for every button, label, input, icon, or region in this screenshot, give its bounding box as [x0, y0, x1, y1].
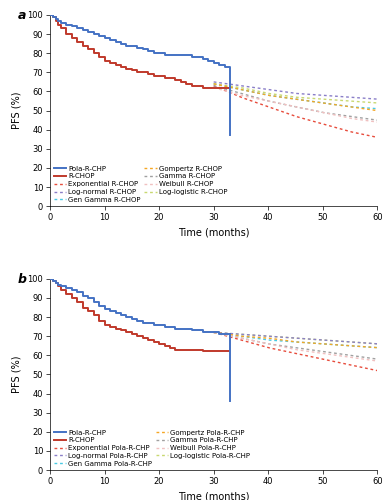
X-axis label: Time (months): Time (months): [178, 228, 249, 237]
Y-axis label: PFS (%): PFS (%): [12, 92, 22, 130]
Text: b: b: [17, 273, 26, 286]
Y-axis label: PFS (%): PFS (%): [12, 356, 22, 393]
Legend: Pola-R-CHP, R-CHOP, Exponential Pola-R-CHP, Log-normal Pola-R-CHP, Gen Gamma Pol: Pola-R-CHP, R-CHOP, Exponential Pola-R-C…: [54, 430, 250, 467]
X-axis label: Time (months): Time (months): [178, 492, 249, 500]
Legend: Pola-R-CHP, R-CHOP, Exponential R-CHOP, Log-normal R-CHOP, Gen Gamma R-CHOP, Gom: Pola-R-CHP, R-CHOP, Exponential R-CHOP, …: [54, 166, 227, 202]
Text: a: a: [17, 10, 26, 22]
